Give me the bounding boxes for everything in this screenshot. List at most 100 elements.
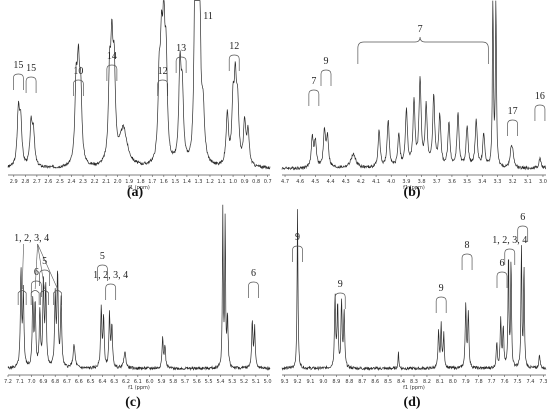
panel-d: 9.3 9.2 9.1 9.0 8.9 8.8 8.7 8.6 8.5 8.4 8.3 8.2 8.1 8… [281, 209, 547, 410]
x-tick-label: 4.2 [357, 179, 365, 185]
x-tick-label: 5.6 [193, 379, 201, 385]
x-tick-label: 1.4 [183, 179, 191, 185]
peak-label: 6 [520, 212, 525, 223]
peak-bracket [39, 269, 50, 286]
x-tick-label: 1.1 [218, 179, 226, 185]
leader-line [34, 243, 38, 290]
peak-label: 1, 2, 3, 4 [492, 235, 527, 246]
x-tick-label: 0.9 [241, 179, 249, 185]
panel-b: 4.7 4.6 4.5 4.4 4.3 4.2 4.1 4.0 3.9 3.8 3.7 3.6 3.5 3… [281, 0, 547, 200]
x-tick-label: 4.6 [296, 179, 304, 185]
x-tick-label: 5.8 [169, 379, 177, 385]
peak-bracket [320, 69, 332, 86]
x-tick-label: 2.7 [33, 179, 41, 185]
peak-label: 9 [295, 232, 300, 243]
x-tick-label: 3.0 [539, 179, 547, 185]
x-tick-label: 3.8 [418, 179, 426, 185]
x-tick-label: 2.4 [68, 179, 76, 185]
x-tick-label: 6.3 [110, 379, 118, 385]
peak-label: 5 [42, 256, 47, 267]
x-tick-label: 8.8 [345, 379, 353, 385]
x-tick-label: 9.3 [281, 379, 289, 385]
peak-annotation: 16 [534, 91, 546, 121]
x-tick-label: 9.0 [319, 379, 327, 385]
x-tick-label: 1.5 [171, 179, 179, 185]
x-tick-label: 1.2 [206, 179, 214, 185]
x-tick-label: 9.1 [306, 379, 314, 385]
leader-line [37, 243, 45, 290]
x-tick-label: 7.3 [539, 379, 547, 385]
x-tick-label: 5.4 [216, 379, 224, 385]
x-tick-label: 1.9 [125, 179, 133, 185]
panel-label: (b) [403, 185, 420, 200]
x-tick-label: 6.1 [134, 379, 142, 385]
x-tick-label: 1.3 [194, 179, 202, 185]
x-tick-label: 0.7 [264, 179, 272, 185]
x-tick-label: 2.8 [21, 179, 29, 185]
x-tick-label: 7.2 [4, 379, 12, 385]
panel-label: (c) [125, 395, 141, 410]
x-tick-label: 5.7 [181, 379, 189, 385]
spectrum-line [281, 0, 546, 171]
peak-label: 6 [34, 267, 39, 278]
peak-bracket [308, 89, 320, 106]
peak-bracket [97, 264, 108, 281]
peak-bracket [534, 104, 546, 121]
peak-annotation: 9 [292, 232, 303, 262]
x-tick-label: 4.3 [342, 179, 350, 185]
x-tick-label: 3.1 [524, 179, 532, 185]
x-tick-label: 3.6 [448, 179, 456, 185]
x-tick-label: 7.6 [501, 379, 509, 385]
peak-bracket [292, 245, 303, 262]
x-tick-label: 5.5 [205, 379, 213, 385]
x-tick-label: 2.2 [91, 179, 99, 185]
x-tick-label: 4.4 [327, 179, 335, 185]
peak-label: 5 [100, 251, 105, 262]
leader-line [21, 243, 24, 290]
x-tick-label: 3.3 [493, 179, 501, 185]
x-tick-label: 3.4 [478, 179, 486, 185]
x-tick-label: 8.3 [410, 379, 418, 385]
x-tick-label: 4.1 [372, 179, 380, 185]
peak-label: 7 [418, 24, 423, 35]
x-tick-label: 6.7 [63, 379, 71, 385]
x-tick-label: 8.2 [423, 379, 431, 385]
peak-label: 14 [107, 51, 117, 62]
peak-annotation: 12 [228, 41, 240, 71]
peak-label: 16 [535, 91, 545, 102]
peak-annotation: 1, 2, 3, 4 [492, 235, 527, 265]
x-tick-label: 2.5 [56, 179, 64, 185]
x-tick-label: 3.2 [509, 179, 517, 185]
x-tick-label: 7.4 [526, 379, 534, 385]
peak-annotation: 11 [203, 11, 213, 22]
peak-bracket [248, 281, 259, 298]
peak-label: 13 [176, 43, 186, 54]
peak-label: 7 [311, 76, 316, 87]
peak-bracket [13, 73, 24, 90]
peak-annotation: 1, 2, 3, 4 [14, 233, 62, 305]
x-tick-label: 0.8 [252, 179, 260, 185]
peak-label: 12 [158, 66, 168, 77]
peak-label: 9 [338, 279, 343, 290]
peak-label: 9 [439, 283, 444, 294]
panel-a: 2.9 2.8 2.7 2.6 2.5 2.4 2.3 2.2 2.1 2.0 1.9 1.8 1.7 1… [7, 0, 272, 200]
x-tick-label: 8.0 [449, 379, 457, 385]
x-tick-label: 5.0 [264, 379, 272, 385]
peak-bracket [106, 64, 118, 81]
peak-annotation: 12 [157, 66, 169, 96]
peak-annotation: 8 [461, 240, 473, 270]
peak-annotation: 6 [30, 267, 42, 297]
x-tick-label: 6.2 [122, 379, 130, 385]
peak-annotation: 9 [320, 56, 332, 86]
leader-line [37, 243, 58, 290]
peak-label: 10 [73, 66, 83, 77]
peak-label: 8 [465, 240, 470, 251]
peak-annotation: 6 [517, 212, 529, 242]
peak-annotation: 15 [13, 60, 24, 90]
x-tick-label: 5.9 [157, 379, 165, 385]
x-tick-label: 4.5 [311, 179, 319, 185]
spectrum-line [7, 0, 271, 170]
peak-bracket [461, 253, 473, 270]
peak-annotation: 7 [308, 76, 320, 106]
